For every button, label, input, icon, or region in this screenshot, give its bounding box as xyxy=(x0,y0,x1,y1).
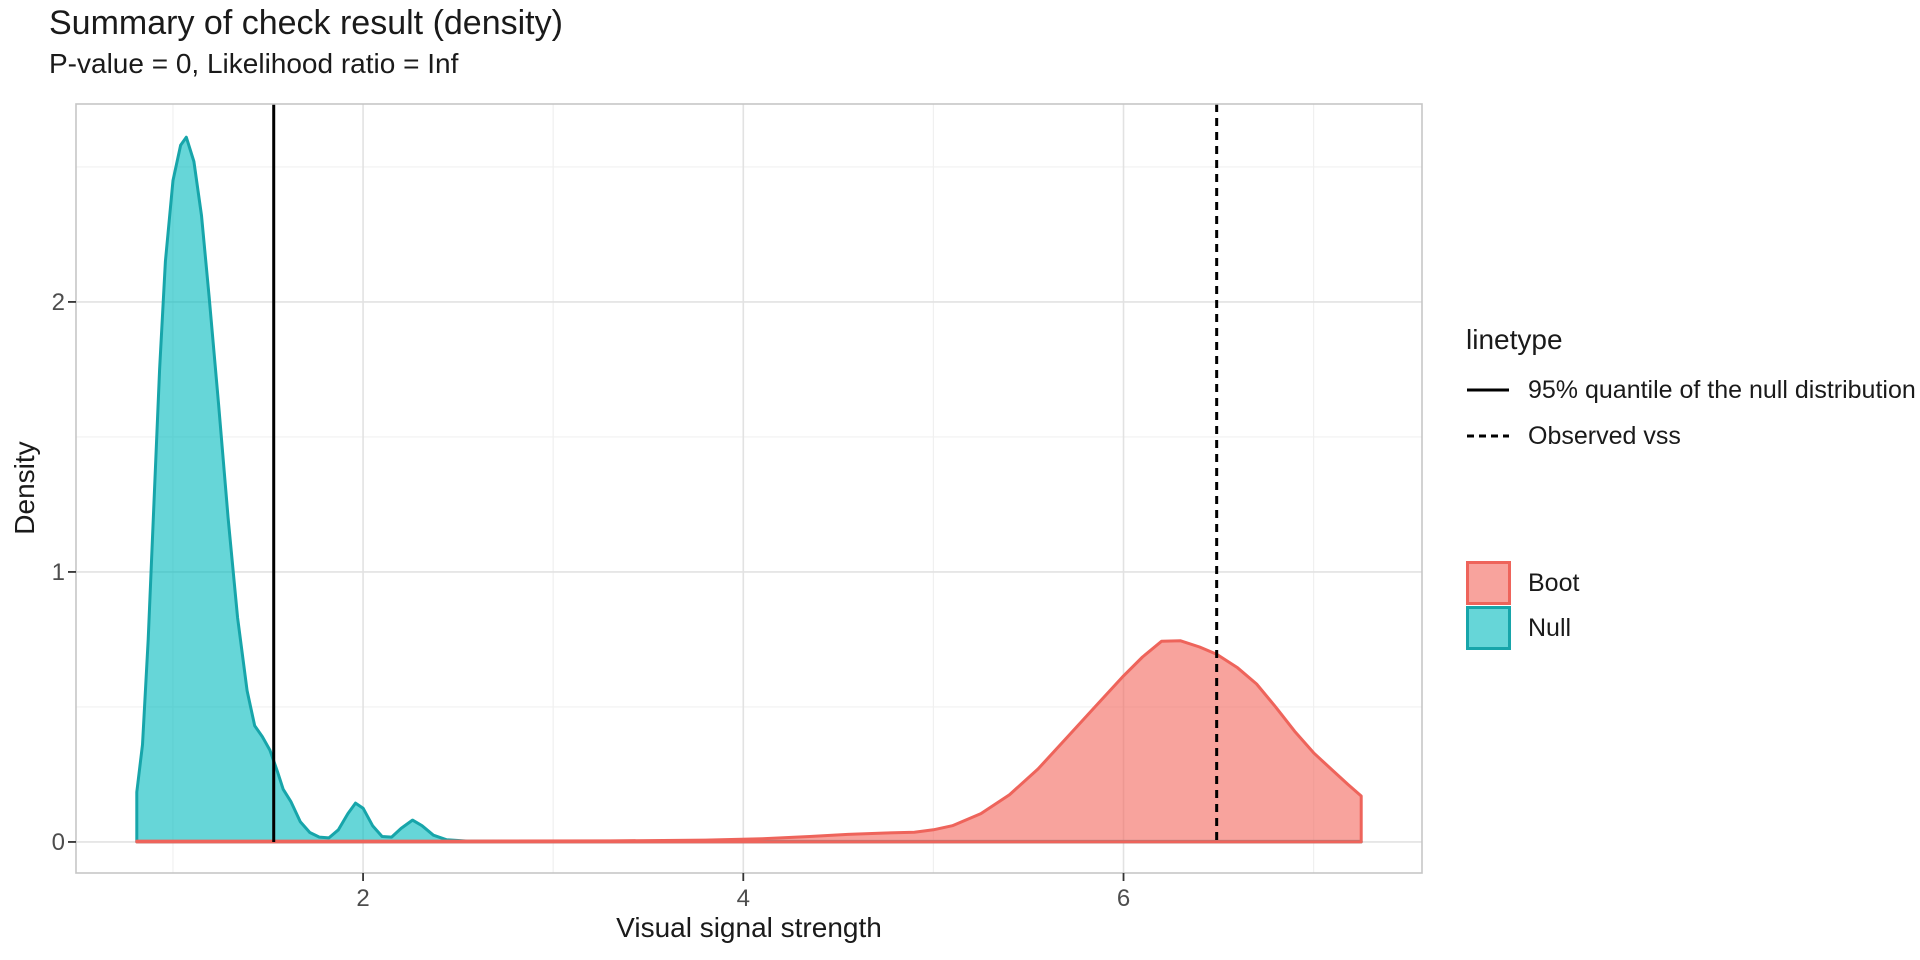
tick-labels: 2 4 6 0 1 2 xyxy=(52,289,1131,912)
legend-item-boot: Boot xyxy=(1466,561,1579,605)
plot-title: Summary of check result (density) xyxy=(49,4,563,42)
x-tick-label: 6 xyxy=(1117,885,1130,912)
legend-item-observed: Observed vss xyxy=(1466,420,1681,452)
boot-swatch-icon xyxy=(1466,561,1511,605)
panel-frame xyxy=(75,103,1423,874)
y-tick-label: 0 xyxy=(52,829,65,856)
y-tick-label: 1 xyxy=(52,559,65,586)
panel-border xyxy=(75,103,1423,874)
null-swatch-icon xyxy=(1466,606,1511,650)
x-axis-title: Visual signal strength xyxy=(616,912,882,943)
legend-item-label: Observed vss xyxy=(1528,421,1681,450)
axis-ticks xyxy=(68,301,1125,881)
solid-line-key-icon xyxy=(1466,374,1510,406)
y-tick-label: 2 xyxy=(52,289,65,316)
legend-item-label: Null xyxy=(1528,613,1572,642)
legend-item-label: Boot xyxy=(1528,568,1580,597)
plot-subtitle: P-value = 0, Likelihood ratio = Inf xyxy=(49,48,459,79)
legend-item-quantile: 95% quantile of the null distribution xyxy=(1466,374,1916,406)
linetype-legend-title: linetype xyxy=(1466,324,1563,355)
reference-lines xyxy=(272,104,1219,842)
density-boot xyxy=(135,639,1363,844)
x-tick-label: 2 xyxy=(356,885,369,912)
y-axis-title: Density xyxy=(9,441,40,534)
legend-item-null: Null xyxy=(1466,606,1571,650)
legend-item-label: 95% quantile of the null distribution xyxy=(1528,375,1916,404)
density-areas xyxy=(135,135,1363,844)
dashed-line-key-icon xyxy=(1466,420,1510,452)
major-gridlines xyxy=(76,104,1422,873)
x-tick-label: 4 xyxy=(737,885,750,912)
